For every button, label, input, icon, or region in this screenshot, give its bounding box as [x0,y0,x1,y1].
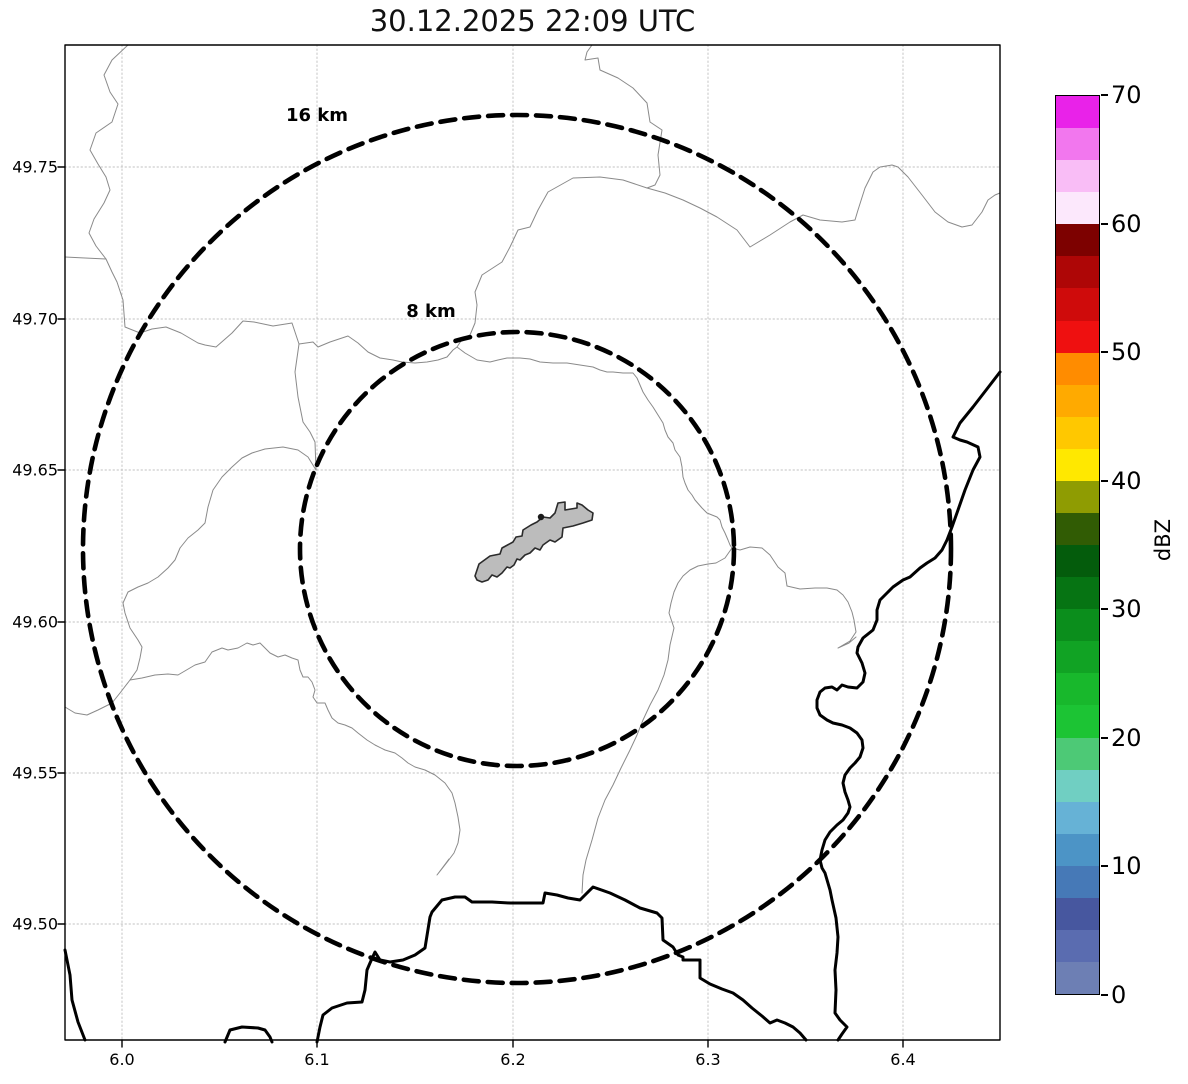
colorbar-tick-label: 30 [1111,595,1142,624]
colorbar-segment [1056,865,1099,898]
y-tick-label: 49.60 [12,612,58,632]
colorbar-tick-mark [1101,736,1108,739]
y-tick-label: 49.75 [12,157,58,177]
colorbar-tick-label: 10 [1111,852,1142,881]
colorbar-segment [1056,577,1099,610]
colorbar-segment [1056,416,1099,449]
range-ring-label-8km: 8 km [406,301,456,322]
y-tick-label: 49.50 [12,914,58,934]
colorbar-segment [1056,641,1099,674]
colorbar-segment [1056,320,1099,353]
colorbar-segment [1056,128,1099,161]
y-tick-label: 49.70 [12,309,58,329]
colorbar-segment [1056,769,1099,802]
axis-tick-marks [57,166,904,1048]
boundary-southeast-vertical [581,547,733,894]
x-tick-label: 6.0 [109,1050,135,1069]
river-border-east [815,370,1002,1042]
colorbar-segment [1056,384,1099,417]
colorbar-segment [1056,224,1099,257]
gray-area-polygon [474,501,594,583]
border-south [315,885,808,1044]
border-south-bump [223,1025,274,1044]
boundary-top-vertical [584,44,663,189]
colorbar-axis-label: dBZ [1151,518,1175,562]
colorbar-tick-mark [1101,94,1108,96]
colorbar-tick-label: 40 [1111,466,1142,495]
colorbar [1055,95,1100,995]
plot-frame [64,44,1001,1041]
colorbar-segment [1056,545,1099,578]
colorbar-segment [1056,705,1099,738]
border-southwest-corner [63,948,87,1042]
colorbar-segment [1056,288,1099,321]
colorbar-tick-mark [1101,865,1108,868]
colorbar-tick-label: 60 [1111,209,1142,238]
admin-boundary-lines [64,44,1001,894]
colorbar-segment [1056,160,1099,193]
boundary-south-chain [129,642,461,876]
colorbar-segment [1056,513,1099,546]
colorbar-segment [1056,833,1099,866]
colorbar-tick-mark [1101,222,1108,225]
range-ring-16km [80,112,954,986]
boundary-central-vertical [294,343,317,471]
colorbar-segment [1056,673,1099,706]
colorbar-segment [1056,609,1099,642]
boundary-west-spur [64,256,107,260]
range-rings [80,112,954,986]
colorbar-segment [1056,352,1099,385]
boundary-east-to-river [731,546,857,649]
colorbar-segment [1056,448,1099,481]
colorbar-segment [1056,480,1099,514]
colorbar-tick-label: 70 [1111,81,1142,109]
boundary-northwest [88,44,458,364]
figure-title: 30.12.2025 22:09 UTC [369,4,696,38]
x-tick-label: 6.4 [890,1050,916,1069]
country-border-lines [63,370,1002,1044]
colorbar-tick-mark [1101,351,1108,354]
colorbar-segment [1056,737,1099,770]
colorbar-segment [1056,96,1099,129]
colorbar-segment [1056,897,1099,931]
x-tick-label: 6.1 [304,1050,330,1069]
boundary-north-chain [456,164,1001,348]
range-ring-8km [297,329,737,769]
boundary-east-chain [456,346,733,549]
center-site-marker [537,513,545,521]
colorbar-segment [1056,962,1099,995]
colorbar-tick-label: 50 [1111,338,1142,367]
colorbar-tick-mark [1101,608,1108,611]
colorbar-tick-label: 0 [1111,981,1127,1009]
colorbar-tick-label: 20 [1111,723,1142,752]
y-tick-label: 49.55 [12,763,58,783]
colorbar-tick-mark [1101,479,1108,482]
colorbar-segment [1056,930,1099,963]
colorbar-segment [1056,256,1099,289]
range-ring-label-16km: 16 km [285,105,349,126]
x-tick-label: 6.2 [500,1050,526,1069]
colorbar-segment [1056,801,1099,834]
boundary-southwest-curve [64,446,317,716]
x-tick-label: 6.3 [695,1050,721,1069]
colorbar-segment [1056,192,1099,225]
y-tick-label: 49.65 [12,460,58,480]
colorbar-tick-mark [1101,994,1108,996]
